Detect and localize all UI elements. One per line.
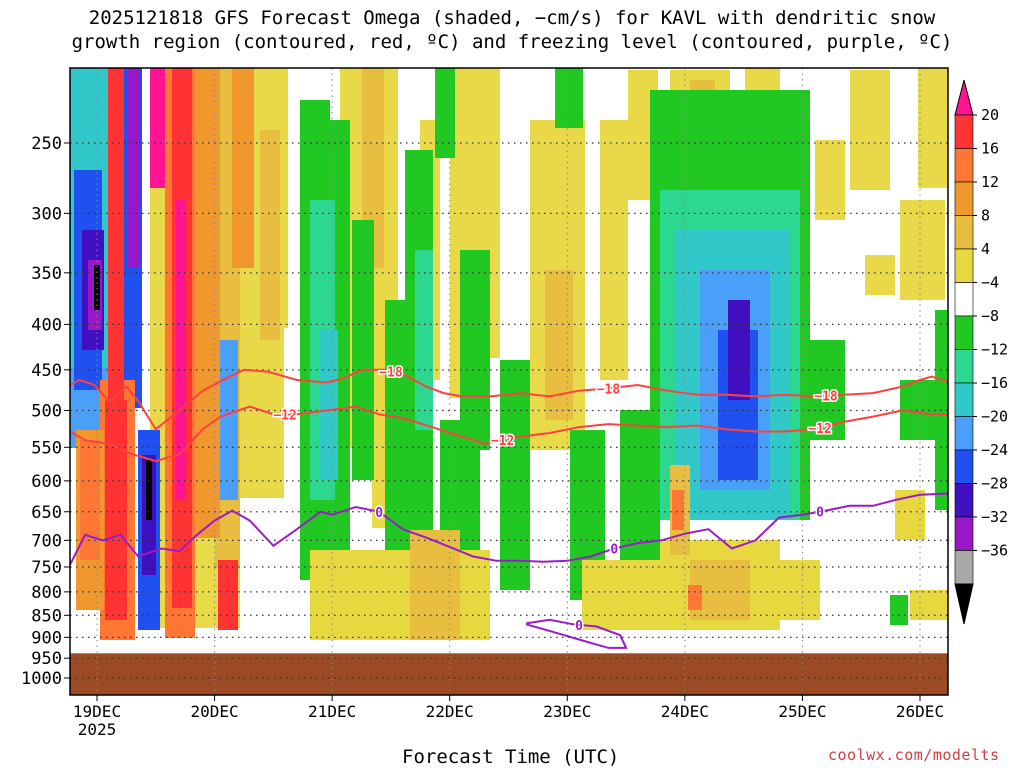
colorbar-label: 8: [981, 207, 990, 225]
y-tick-label: 900: [31, 628, 62, 648]
omega-shading: [70, 68, 948, 695]
y-tick-label: 550: [31, 438, 62, 458]
colorbar-segment: [954, 148, 974, 183]
y-tick-label: 850: [31, 606, 62, 626]
colorbar-segment: [954, 449, 974, 484]
contour-label: 0: [575, 619, 583, 634]
credit-text: coolwx.com/modelts: [828, 746, 1000, 764]
y-tick-label: 950: [31, 649, 62, 669]
colorbar-label: 4: [981, 240, 990, 258]
colorbar-segment: [954, 181, 974, 216]
y-tick-label: 800: [31, 583, 62, 603]
y-tick-label: 650: [31, 503, 62, 523]
colorbar-cap-bottom: [954, 583, 974, 625]
contour-series-3: [525, 618, 628, 649]
contour-label: −12: [491, 434, 514, 449]
colorbar-segment: [954, 349, 974, 384]
y-axis: 2503003504004505005506006507007508008509…: [21, 134, 70, 689]
x-tick-label: 20DEC: [190, 702, 238, 721]
y-tick-label: 500: [31, 402, 62, 422]
colorbar-segment: [954, 282, 974, 317]
contour-label: −12: [808, 422, 831, 437]
x-tick-label: 24DEC: [661, 702, 709, 721]
chart-title: 2025121818 GFS Forecast Omega (shaded, −…: [0, 6, 1024, 54]
contour-series-1: [70, 405, 948, 463]
plot-frame: [69, 67, 949, 696]
colorbar: 20 16 12 8 4 −4 −8 −12 −16 −20 −24 −28 −32 −36: [954, 79, 1008, 625]
grid-lines: [70, 68, 948, 695]
contour-label: −18: [814, 390, 838, 405]
x-tick-label: 25DEC: [778, 702, 826, 721]
contour-series-0: [70, 368, 948, 431]
contour-label: 0: [375, 506, 383, 521]
y-tick-label: 1000: [21, 669, 62, 689]
contour-series-2: [70, 492, 948, 567]
colorbar-label: −32: [981, 508, 1008, 526]
contour-label: −12: [273, 408, 296, 423]
ground-terrain: [70, 653, 948, 695]
y-tick-label: 400: [31, 315, 62, 335]
colorbar-label: 12: [981, 173, 999, 191]
x-tick-label: 19DEC: [73, 702, 121, 721]
colorbar-label: −20: [981, 408, 1008, 426]
title-line-1: 2025121818 GFS Forecast Omega (shaded, −…: [88, 7, 936, 29]
colorbar-label: 20: [981, 106, 999, 124]
colorbar-segment: [954, 516, 974, 551]
colorbar-segment: [954, 416, 974, 451]
x-axis: 19DEC 20DEC 21DEC 22DEC 23DEC 24DEC 25DEC 26DEC…: [73, 695, 944, 739]
y-tick-label: 300: [31, 204, 62, 224]
y-tick-label: 350: [31, 264, 62, 284]
colorbar-segment: [954, 315, 974, 350]
colorbar-label: 16: [981, 140, 999, 158]
colorbar-segment: [954, 215, 974, 250]
colorbar-label: −16: [981, 374, 1008, 392]
x-tick-label: 22DEC: [426, 702, 474, 721]
contour-label: 0: [610, 543, 618, 558]
colorbar-label: −28: [981, 475, 1008, 493]
contour-lines: −18 −18 −18 −12 −12 −12 0 0 0 0: [70, 364, 948, 649]
colorbar-cap-top: [954, 79, 974, 116]
colorbar-segment: [954, 382, 974, 417]
colorbar-segment: [954, 483, 974, 518]
y-tick-label: 600: [31, 472, 62, 492]
x-tick-label: 23DEC: [543, 702, 591, 721]
colorbar-label: −8: [981, 307, 999, 325]
colorbar-segment: [954, 550, 974, 585]
y-tick-label: 700: [31, 531, 62, 551]
y-tick-label: 750: [31, 558, 62, 578]
x-axis-title: Forecast Time (UTC): [402, 746, 620, 768]
colorbar-label: −36: [981, 542, 1008, 560]
contour-label: −18: [597, 382, 621, 397]
y-tick-label: 250: [31, 134, 62, 154]
colorbar-label: −24: [981, 441, 1008, 459]
colorbar-label: −4: [981, 274, 999, 292]
colorbar-label: −12: [981, 341, 1008, 359]
colorbar-segment: [954, 248, 974, 283]
x-year-label: 2025: [78, 720, 117, 739]
x-tick-label: 21DEC: [308, 702, 356, 721]
y-tick-label: 450: [31, 361, 62, 381]
contour-label: −18: [379, 365, 403, 380]
colorbar-segment: [954, 114, 974, 149]
x-tick-label: 26DEC: [896, 702, 944, 721]
contour-label: 0: [816, 506, 824, 521]
title-line-2: growth region (contoured, red, ºC) and f…: [71, 31, 953, 53]
